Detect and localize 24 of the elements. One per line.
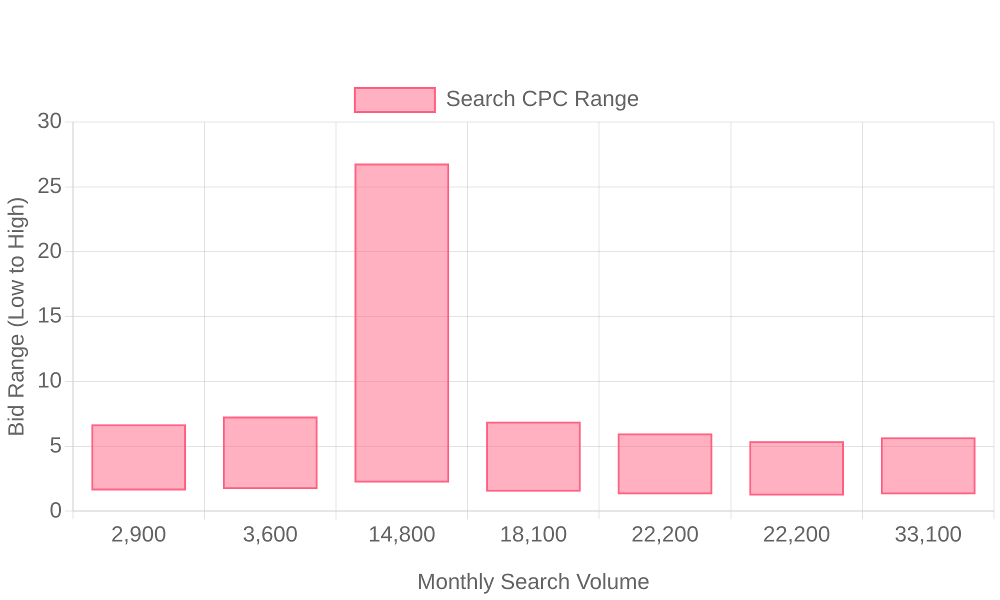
bar <box>880 437 976 494</box>
y-tick-label: 15 <box>37 302 62 328</box>
x-tick-label: 22,200 <box>631 521 699 546</box>
y-tick-label: 0 <box>50 497 62 522</box>
y-tick-label: 30 <box>37 108 62 134</box>
x-tick-label: 33,100 <box>894 521 962 546</box>
bar <box>618 433 712 494</box>
bar <box>222 416 318 490</box>
x-axis-title: Monthly Search Volume <box>417 568 650 594</box>
y-tick-label: 10 <box>37 368 62 393</box>
x-tick-label: 2,900 <box>111 521 166 546</box>
y-axis-title: Bid Range (Low to High) <box>3 196 28 436</box>
y-tick-label: 25 <box>37 172 62 198</box>
bar <box>354 164 450 483</box>
bar <box>91 424 186 490</box>
bar <box>486 422 581 492</box>
x-tick-label: 14,800 <box>368 521 436 546</box>
bar <box>749 441 844 496</box>
legend-label: Search CPC Range <box>446 86 640 112</box>
x-tick-label: 22,200 <box>762 521 830 546</box>
y-tick-label: 20 <box>37 238 62 263</box>
y-tick-label: 5 <box>50 432 62 458</box>
x-tick-label: 18,100 <box>500 521 568 546</box>
x-tick-label: 3,600 <box>242 521 298 546</box>
